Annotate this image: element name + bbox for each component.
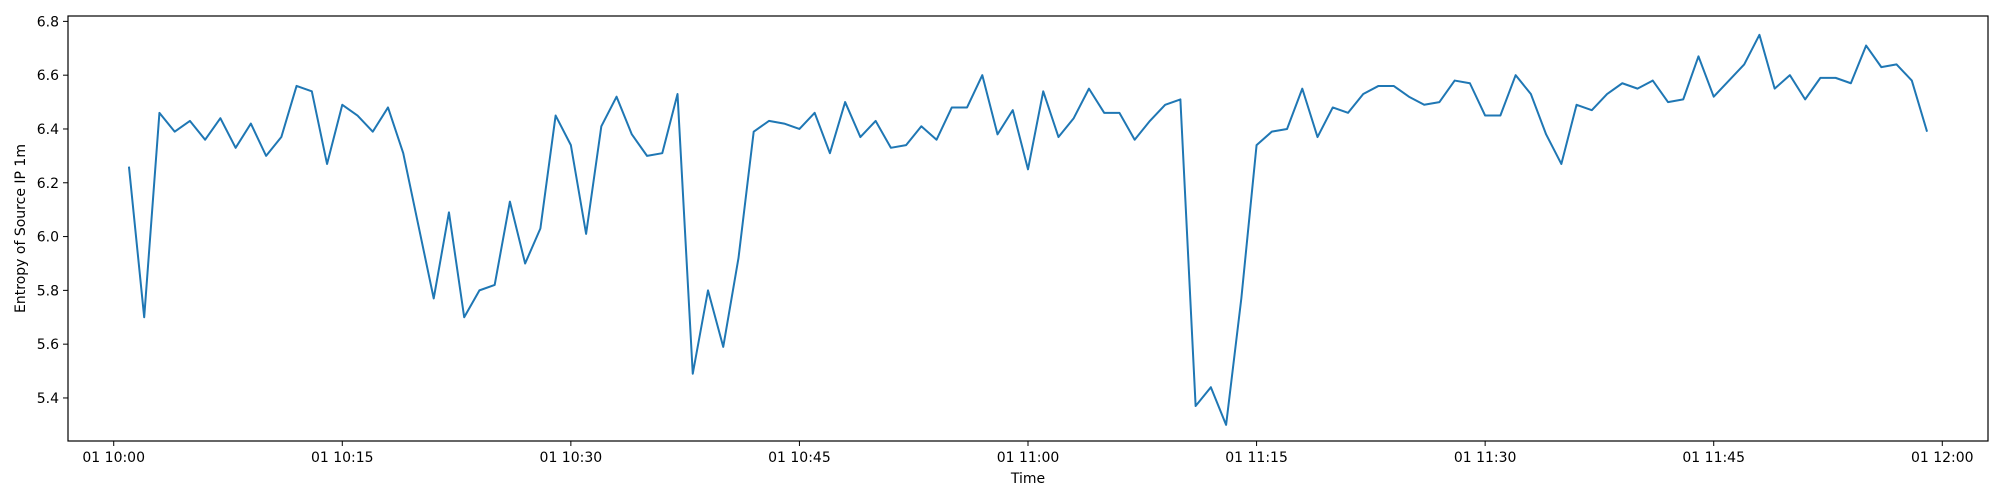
- series-line-0: [127, 33, 1929, 426]
- x-tick-label: 01 10:45: [768, 450, 831, 466]
- y-tick-label: 6.0: [37, 230, 59, 246]
- y-tick-label: 5.8: [37, 283, 59, 299]
- y-tick-label: 6.8: [37, 14, 59, 30]
- x-tick-label: 01 11:30: [1454, 450, 1517, 466]
- axes-frame: [67, 15, 1989, 442]
- x-tick-label: 01 10:30: [540, 450, 603, 466]
- x-tick-label: 01 11:00: [997, 450, 1060, 466]
- y-tick-label: 5.6: [37, 337, 59, 353]
- x-tick-label: 01 10:00: [82, 450, 145, 466]
- y-tick-label: 6.6: [37, 68, 59, 84]
- x-tick-label: 01 11:15: [1225, 450, 1288, 466]
- y-tick-label: 5.4: [37, 391, 59, 407]
- x-axis-label: Time: [1010, 471, 1045, 487]
- y-tick-label: 6.2: [37, 176, 59, 192]
- y-axis-label: Entropy of Source IP 1m: [13, 144, 29, 313]
- axis-ticks: 01 10:00 01 10:15 01 10:30 01 10:45 01 11:00…: [37, 14, 1974, 466]
- x-tick-label: 01 11:45: [1682, 450, 1745, 466]
- plot-area: [127, 33, 1929, 426]
- x-tick-label: 01 10:15: [311, 450, 374, 466]
- y-tick-label: 6.4: [37, 122, 59, 138]
- x-tick-label: 01 12:00: [1911, 450, 1974, 466]
